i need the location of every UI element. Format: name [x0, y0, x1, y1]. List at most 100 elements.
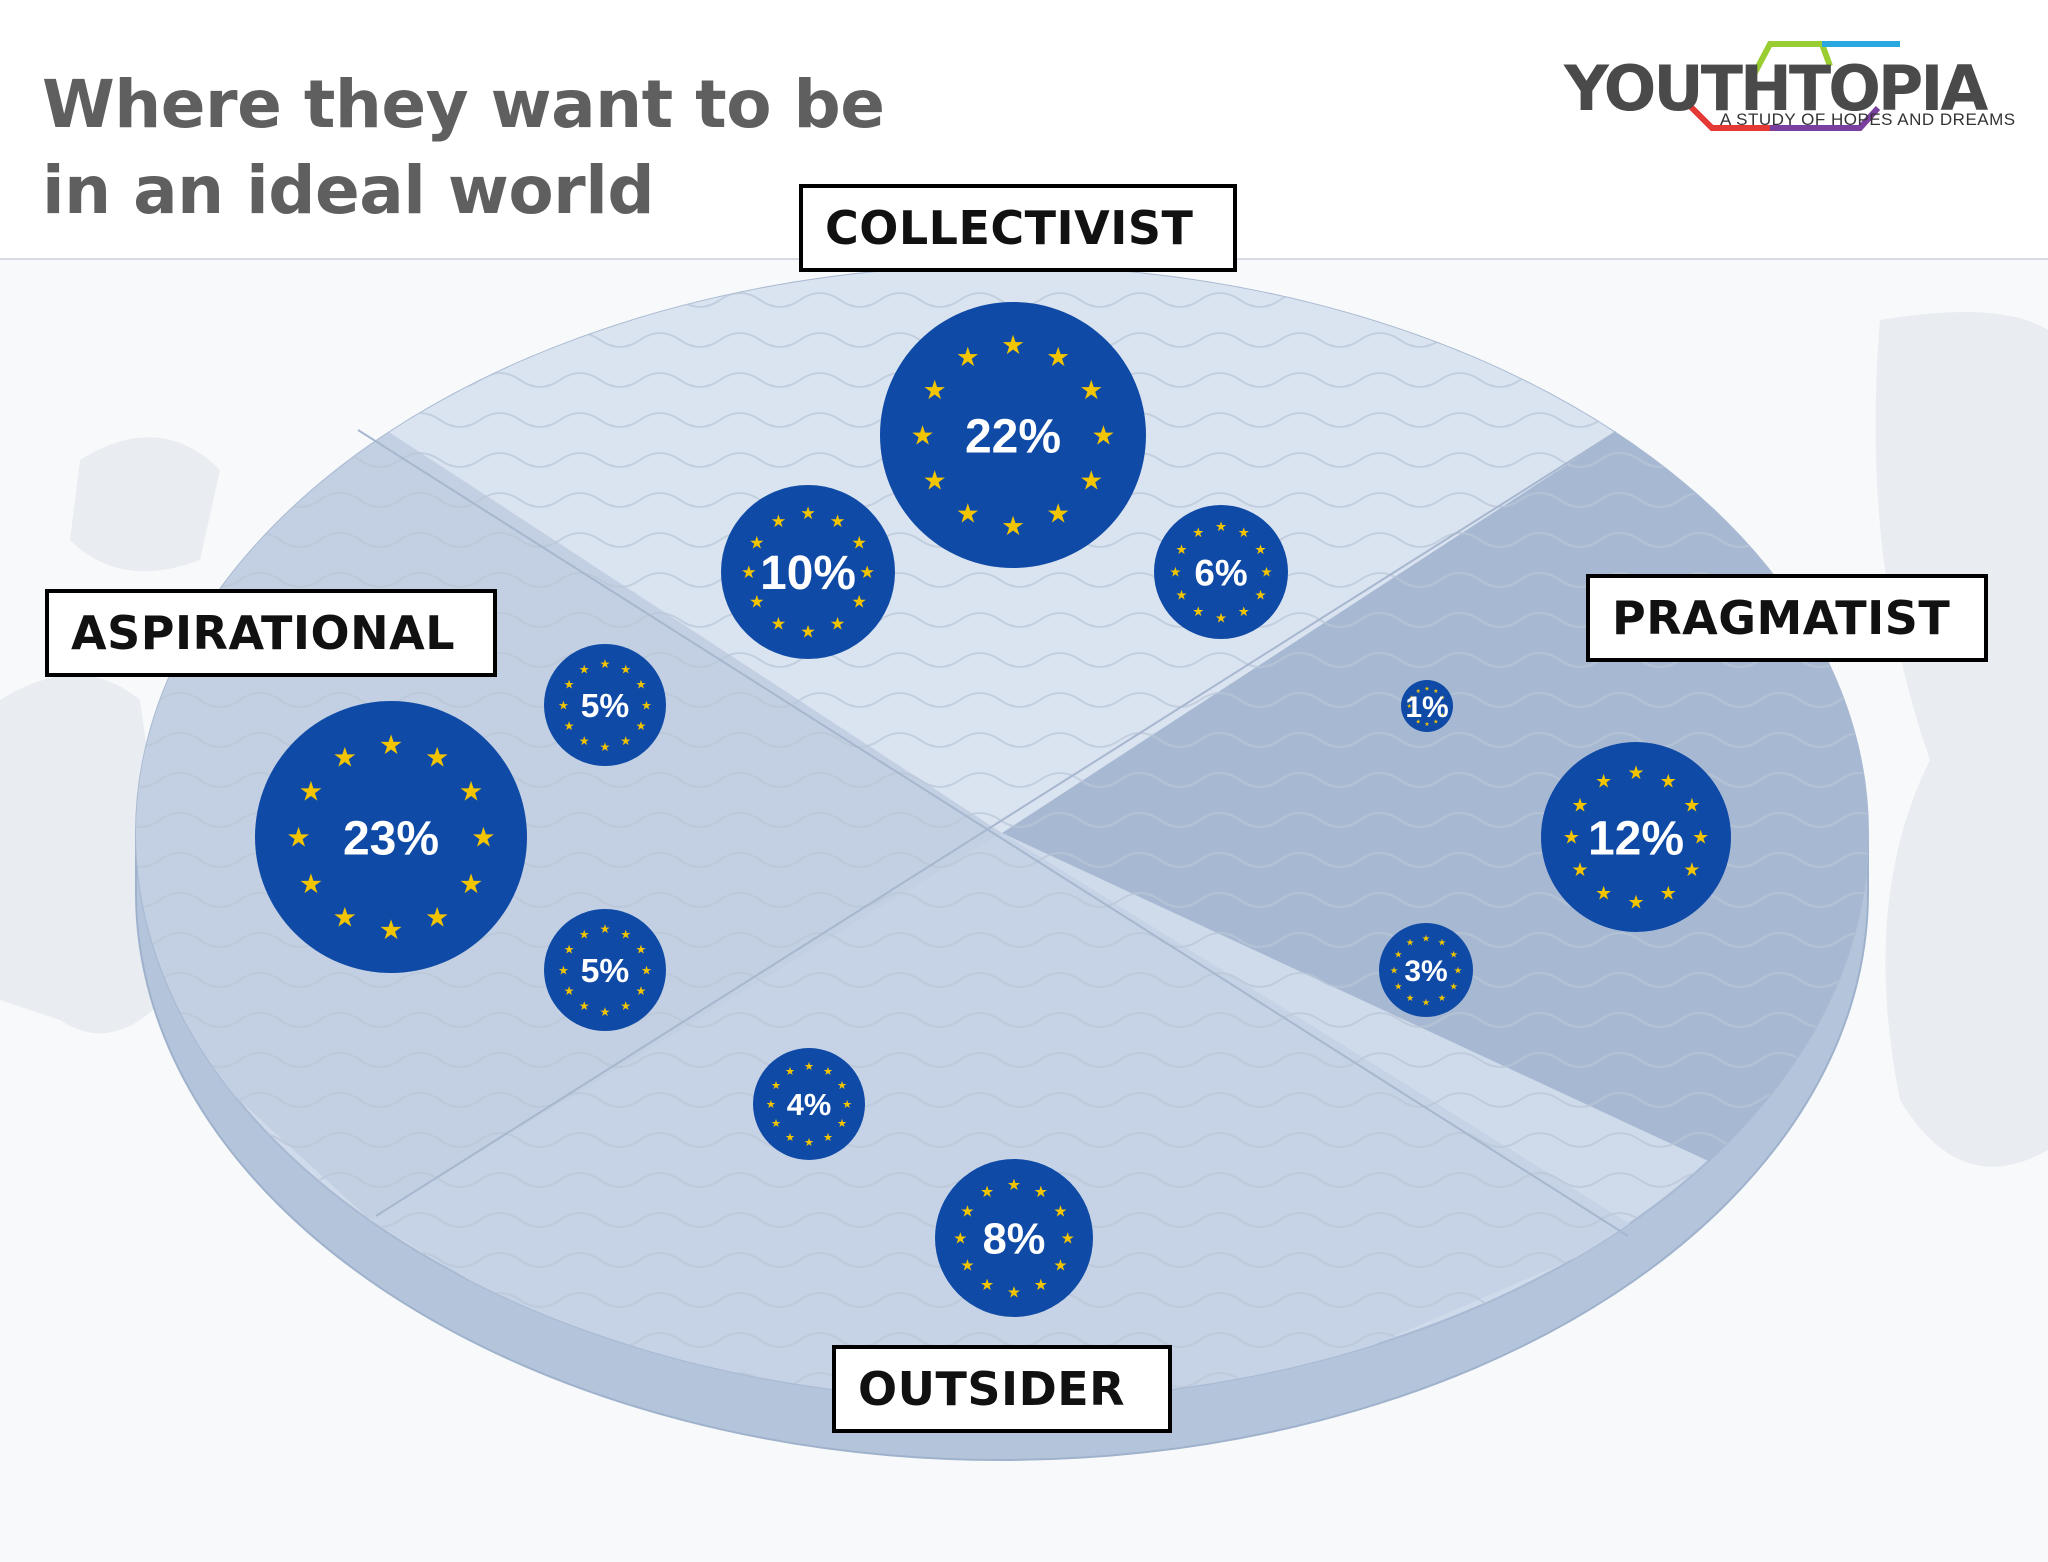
page-title: Where they want to be in an ideal world	[42, 62, 885, 234]
star-icon: ★	[333, 742, 357, 773]
star-icon: ★	[923, 466, 947, 497]
star-icon: ★	[620, 662, 631, 676]
star-icon: ★	[800, 622, 816, 642]
star-icon: ★	[830, 512, 846, 532]
star-icon: ★	[1092, 420, 1116, 451]
bubble-9: ★ ★★★★★★★★★★★3%	[1379, 923, 1473, 1017]
star-icon: ★	[1215, 520, 1227, 535]
bubble-circle	[1401, 680, 1453, 732]
star-icon: ★	[980, 1275, 994, 1294]
star-icon: ★	[1660, 771, 1677, 793]
star-icon: ★	[564, 984, 575, 998]
star-icon: ★	[1572, 794, 1589, 816]
star-icon: ★	[1176, 588, 1188, 603]
star-icon: ★	[425, 742, 449, 773]
bubble-label: 5%	[581, 688, 630, 725]
logo-wordmark: YOUTHTOPIA	[1563, 52, 1988, 125]
star-icon: ★	[771, 512, 787, 532]
star-icon: ★	[859, 563, 875, 583]
star-icon: ★	[579, 734, 590, 748]
star-icon: ★	[823, 1065, 833, 1078]
star-icon: ★	[1394, 981, 1402, 992]
star-icon: ★	[1449, 981, 1457, 992]
star-icon: ★	[641, 963, 652, 977]
star-icon: ★	[1238, 526, 1250, 541]
star-icon: ★	[564, 719, 575, 733]
star-icon: ★	[333, 903, 357, 934]
star-icon: ★	[579, 927, 590, 941]
star-icon: ★	[635, 678, 646, 692]
star-icon: ★	[1433, 688, 1438, 695]
bubble-group: ★ ★★★★★★★★★★★22%★ ★★★★★★★★★★★10%★ ★★★★★★★★★…	[255, 302, 1731, 1317]
star-icon: ★	[1215, 611, 1227, 626]
divider-line-2	[375, 431, 1617, 1217]
star-icon: ★	[1254, 588, 1266, 603]
star-icon: ★	[1692, 827, 1709, 849]
star-icon: ★	[766, 1098, 776, 1111]
star-icon: ★	[771, 614, 787, 634]
label-pragmatist: PRAGMATIST	[1586, 574, 1988, 662]
bubble-label: 23%	[343, 812, 439, 865]
star-icon: ★	[1034, 1275, 1048, 1294]
star-icon: ★	[1415, 718, 1420, 725]
bubble-circle	[1154, 505, 1288, 639]
bubble-2: ★ ★★★★★★★★★★★10%	[721, 485, 895, 659]
star-icon: ★	[1595, 771, 1612, 793]
star-icon: ★	[1442, 703, 1447, 710]
star-icon: ★	[980, 1182, 994, 1201]
star-icon: ★	[1046, 499, 1070, 530]
star-icon: ★	[564, 943, 575, 957]
star-icon: ★	[1407, 703, 1412, 710]
bubble-1: ★ ★ ★ ★ ★ ★ ★ ★ ★ ★ ★ ★ 22%	[880, 302, 1146, 568]
star-icon: ★	[635, 984, 646, 998]
star-icon: ★	[1415, 688, 1420, 695]
star-icon: ★	[1079, 375, 1103, 406]
star-icon: ★	[579, 999, 590, 1013]
star-icon: ★	[1261, 566, 1273, 581]
star-icon: ★	[749, 534, 765, 554]
star-icon: ★	[1660, 883, 1677, 905]
star-icon: ★	[1053, 1255, 1067, 1274]
star-icon: ★	[1192, 605, 1204, 620]
star-icon: ★	[851, 534, 867, 554]
star-icon: ★	[1254, 543, 1266, 558]
star-icon: ★	[1454, 965, 1462, 976]
star-icon: ★	[1627, 762, 1644, 784]
bubble-circle	[721, 485, 895, 659]
star-icon: ★	[1169, 566, 1181, 581]
bubble-label: 6%	[1194, 552, 1247, 593]
label-aspirational: ASPIRATIONAL	[45, 589, 497, 677]
star-icon: ★	[1683, 859, 1700, 881]
star-icon: ★	[600, 657, 611, 671]
star-icon: ★	[620, 999, 631, 1013]
star-icon: ★	[620, 734, 631, 748]
star-icon: ★	[600, 740, 611, 754]
star-icon: ★	[1079, 466, 1103, 497]
star-icon: ★	[1053, 1202, 1067, 1221]
world-map-background	[0, 312, 2048, 1167]
star-icon: ★	[379, 915, 403, 946]
bubble-11: ★ ★ ★ ★ ★ ★ ★ ★ ★ ★ ★ ★ 8%	[935, 1159, 1093, 1317]
bubble-label: 5%	[581, 953, 630, 990]
bubble-5: ★ ★ ★ ★ ★ ★ ★ ★ ★ ★ ★ ★ 23%	[255, 701, 527, 973]
youthtopia-logo: YOUTHTOPIA	[1563, 41, 1991, 131]
label-collectivist: COLLECTIVIST	[799, 184, 1237, 272]
bubble-3: ★ ★ ★ ★ ★ ★ ★ ★ ★ ★ ★ ★ 6%	[1154, 505, 1288, 639]
star-icon: ★	[459, 776, 483, 807]
star-icon: ★	[1595, 883, 1612, 905]
star-icon: ★	[1409, 712, 1414, 719]
star-icon: ★	[1409, 694, 1414, 701]
star-icon: ★	[1422, 933, 1430, 944]
star-icon: ★	[299, 869, 323, 900]
divider-line-1	[357, 429, 1629, 1237]
star-icon: ★	[785, 1131, 795, 1144]
star-icon: ★	[956, 342, 980, 373]
star-icon: ★	[771, 1079, 781, 1092]
star-icon: ★	[1406, 993, 1414, 1004]
star-icon: ★	[1440, 694, 1445, 701]
star-icon: ★	[837, 1079, 847, 1092]
star-icon: ★	[842, 1098, 852, 1111]
bubble-8: ★ ★★★★★★★★★★★12%	[1541, 742, 1731, 932]
star-icon: ★	[837, 1117, 847, 1130]
bubble-label: 10%	[760, 547, 856, 600]
